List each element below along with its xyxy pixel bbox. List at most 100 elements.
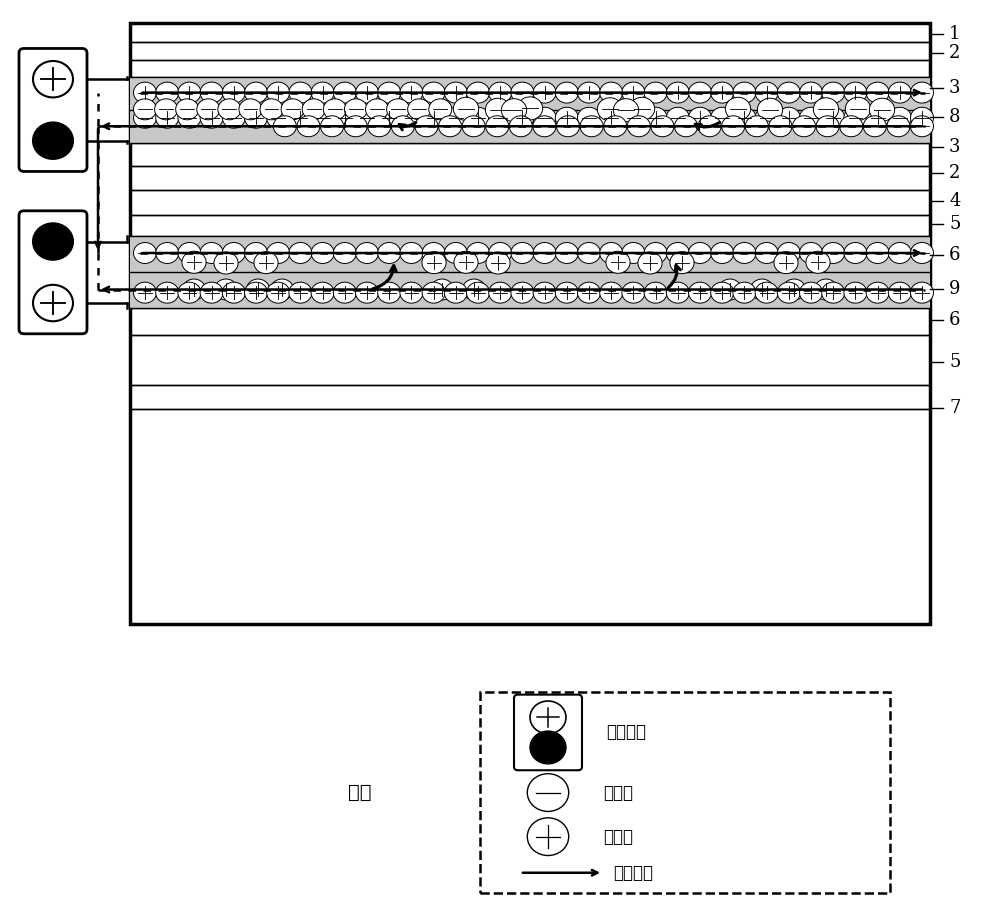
Circle shape <box>863 116 886 137</box>
Circle shape <box>422 82 445 103</box>
Circle shape <box>866 107 889 128</box>
Text: 4: 4 <box>949 192 960 210</box>
Circle shape <box>733 107 756 128</box>
Circle shape <box>270 279 294 300</box>
Circle shape <box>527 773 569 812</box>
Circle shape <box>486 252 510 274</box>
Circle shape <box>400 282 423 303</box>
Bar <box>130 236 930 308</box>
Circle shape <box>134 82 157 103</box>
Circle shape <box>622 82 645 103</box>
Circle shape <box>333 107 356 128</box>
Circle shape <box>600 82 623 103</box>
Circle shape <box>378 242 401 263</box>
Circle shape <box>800 282 822 303</box>
Circle shape <box>415 116 438 137</box>
Circle shape <box>555 107 578 128</box>
Circle shape <box>33 61 73 97</box>
Circle shape <box>844 107 867 128</box>
Circle shape <box>866 242 889 263</box>
Text: 阳离子: 阳离子 <box>603 828 633 845</box>
Circle shape <box>244 82 268 103</box>
Circle shape <box>733 242 756 263</box>
Circle shape <box>745 116 768 137</box>
Circle shape <box>156 107 179 128</box>
Circle shape <box>718 279 742 300</box>
Circle shape <box>755 82 778 103</box>
Circle shape <box>604 116 627 137</box>
Circle shape <box>439 116 462 137</box>
Circle shape <box>527 818 569 855</box>
Circle shape <box>888 282 911 303</box>
Circle shape <box>156 82 179 103</box>
Circle shape <box>467 82 490 103</box>
Circle shape <box>467 282 490 303</box>
Circle shape <box>644 82 667 103</box>
Circle shape <box>782 279 806 300</box>
Circle shape <box>200 82 223 103</box>
Circle shape <box>530 731 566 763</box>
Circle shape <box>444 282 467 303</box>
Circle shape <box>910 116 934 137</box>
Circle shape <box>289 82 312 103</box>
Circle shape <box>273 116 296 137</box>
Circle shape <box>777 107 800 128</box>
Circle shape <box>600 282 623 303</box>
Circle shape <box>800 107 822 128</box>
Circle shape <box>751 279 774 300</box>
Bar <box>130 23 930 624</box>
Circle shape <box>774 251 798 273</box>
Circle shape <box>622 242 645 263</box>
Circle shape <box>246 279 270 300</box>
Circle shape <box>155 98 178 119</box>
Circle shape <box>422 107 445 128</box>
Text: 7: 7 <box>949 399 960 416</box>
Circle shape <box>489 242 512 263</box>
Circle shape <box>281 98 304 119</box>
Circle shape <box>511 242 534 263</box>
Circle shape <box>222 242 245 263</box>
Circle shape <box>888 107 911 128</box>
Circle shape <box>218 98 241 119</box>
Text: 5: 5 <box>949 353 960 372</box>
Circle shape <box>178 82 201 103</box>
Circle shape <box>533 282 556 303</box>
Circle shape <box>289 107 312 128</box>
Circle shape <box>755 282 778 303</box>
Circle shape <box>711 107 734 128</box>
Circle shape <box>356 282 378 303</box>
Circle shape <box>725 97 751 120</box>
Circle shape <box>622 107 645 128</box>
Circle shape <box>675 116 698 137</box>
Circle shape <box>178 242 201 263</box>
Circle shape <box>244 282 268 303</box>
Circle shape <box>800 82 822 103</box>
Circle shape <box>222 107 245 128</box>
Circle shape <box>453 97 479 120</box>
Circle shape <box>869 98 895 121</box>
Circle shape <box>578 242 600 263</box>
Circle shape <box>134 98 157 119</box>
Circle shape <box>431 279 454 300</box>
Circle shape <box>356 242 378 263</box>
Circle shape <box>156 242 179 263</box>
Circle shape <box>711 242 734 263</box>
Circle shape <box>777 242 800 263</box>
Circle shape <box>777 82 800 103</box>
Circle shape <box>815 279 838 300</box>
Circle shape <box>178 107 201 128</box>
Circle shape <box>580 116 603 137</box>
Circle shape <box>666 82 689 103</box>
Circle shape <box>509 116 532 137</box>
Circle shape <box>400 107 423 128</box>
Circle shape <box>670 251 694 273</box>
Circle shape <box>254 251 278 273</box>
Circle shape <box>910 282 934 303</box>
Circle shape <box>244 107 268 128</box>
Circle shape <box>600 107 623 128</box>
Circle shape <box>391 116 414 137</box>
Circle shape <box>866 282 889 303</box>
Circle shape <box>822 82 845 103</box>
Circle shape <box>489 107 512 128</box>
Circle shape <box>178 282 201 303</box>
